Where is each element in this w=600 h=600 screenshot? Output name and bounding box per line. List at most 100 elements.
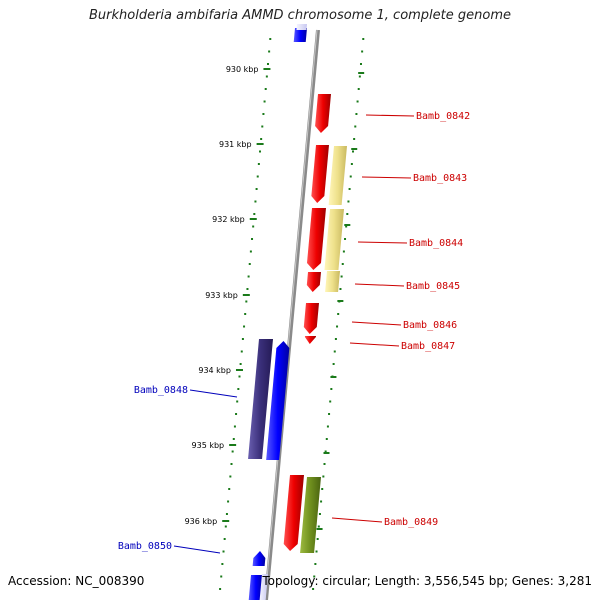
guide-dot bbox=[356, 100, 359, 103]
kbp-tick bbox=[229, 444, 237, 446]
gene-label[interactable]: Bamb_0842 bbox=[416, 111, 470, 122]
gene-feature-bamb-0847[interactable] bbox=[304, 336, 316, 344]
guide-dot bbox=[355, 113, 358, 115]
chromosome-backbone bbox=[264, 29, 320, 600]
guide-dot bbox=[253, 213, 256, 215]
guide-dot bbox=[231, 450, 234, 453]
gene-feature-bamb-0849[interactable] bbox=[283, 475, 304, 551]
gene-label[interactable]: Bamb_0849 bbox=[384, 517, 438, 528]
chromosome-backbone-highlight bbox=[264, 29, 318, 600]
gene-feature-bottom-reverse[interactable] bbox=[248, 575, 263, 600]
gene-feature-bottom-pale[interactable] bbox=[259, 574, 268, 600]
guide-dot bbox=[347, 200, 350, 203]
guide-dot bbox=[224, 525, 227, 528]
guide-dot bbox=[229, 475, 232, 478]
kbp-tick-label: 933 kbp bbox=[205, 291, 238, 300]
guide-dot bbox=[246, 288, 249, 290]
guide-dot bbox=[314, 563, 317, 565]
guide-dot bbox=[333, 350, 336, 353]
gene-feature-bamb-0846[interactable] bbox=[303, 303, 319, 334]
guide-dot bbox=[238, 375, 241, 378]
guide-dot bbox=[265, 75, 268, 78]
gene-label-leader bbox=[173, 545, 221, 554]
guide-dot bbox=[268, 50, 271, 53]
gene-labels[interactable]: Bamb_0842 Bamb_0843 Bamb_0844 Bamb_0845 Bamb… bbox=[118, 111, 470, 554]
gene-label[interactable]: Bamb_0845 bbox=[406, 281, 460, 292]
guide-dot bbox=[235, 413, 238, 415]
guide-dot bbox=[219, 588, 222, 590]
gene-label-leader bbox=[349, 342, 400, 347]
track-guides bbox=[219, 38, 365, 590]
guide-dot bbox=[341, 263, 344, 265]
guide-dot bbox=[345, 225, 348, 228]
gene-label[interactable]: Bamb_0848 bbox=[134, 385, 188, 396]
guide-dot bbox=[245, 300, 248, 303]
guide-dot bbox=[225, 513, 228, 515]
guide-dot bbox=[244, 313, 247, 315]
guide-dot bbox=[344, 238, 347, 240]
gene-feature-top-pale[interactable] bbox=[296, 24, 307, 30]
guide-dot bbox=[318, 513, 321, 515]
guide-dash bbox=[344, 224, 351, 226]
gene-feature-bamb-0848-dark[interactable] bbox=[248, 339, 273, 459]
gene-feature-bamb-0843-pale[interactable] bbox=[328, 146, 347, 205]
gene-label-leader bbox=[357, 241, 408, 244]
guide-dot bbox=[252, 225, 255, 228]
guide-dash bbox=[337, 300, 344, 302]
guide-dot bbox=[354, 125, 357, 128]
kbp-tick-label: 936 kbp bbox=[185, 517, 218, 526]
guide-dot bbox=[358, 75, 361, 78]
guide-dot bbox=[322, 475, 325, 478]
guide-dot bbox=[320, 500, 323, 503]
gene-feature-bamb-0850[interactable] bbox=[252, 551, 266, 566]
guide-dash bbox=[351, 148, 358, 150]
kbp-axis: 930 kbp 931 kbp 932 kbp 933 kbp 934 kbp 935 k… bbox=[185, 65, 271, 526]
guide-dot bbox=[251, 238, 254, 240]
gene-feature-bamb-0842[interactable] bbox=[315, 94, 331, 133]
guide-dot bbox=[264, 88, 267, 90]
gene-label[interactable]: Bamb_0850 bbox=[118, 541, 172, 552]
gene-label[interactable]: Bamb_0844 bbox=[409, 238, 463, 249]
gene-label[interactable]: Bamb_0843 bbox=[413, 173, 467, 184]
gene-label-leader bbox=[331, 517, 383, 523]
guide-dot bbox=[269, 38, 272, 40]
guide-dot bbox=[353, 138, 356, 140]
gene-label-leader bbox=[189, 389, 238, 398]
guide-dot bbox=[346, 213, 349, 215]
gene-feature-bamb-0848[interactable] bbox=[266, 341, 290, 460]
gene-feature-top-reverse[interactable] bbox=[293, 28, 307, 42]
guide-dot bbox=[339, 288, 342, 290]
guide-dot bbox=[243, 325, 246, 328]
guide-dot bbox=[230, 463, 233, 465]
gene-feature-bamb-0849-olive[interactable] bbox=[300, 477, 321, 553]
gene-feature-bamb-0845-pale[interactable] bbox=[325, 271, 340, 292]
guide-dot bbox=[359, 63, 362, 65]
guide-dot bbox=[220, 575, 223, 578]
guide-dot bbox=[317, 525, 320, 528]
guide-dot bbox=[248, 263, 251, 265]
kbp-tick-label: 930 kbp bbox=[226, 65, 259, 74]
guide-dot bbox=[260, 138, 263, 140]
gene-features[interactable] bbox=[248, 24, 347, 600]
guide-dot bbox=[263, 100, 266, 103]
guide-dot bbox=[362, 38, 365, 40]
guide-dot bbox=[256, 175, 259, 178]
gene-label-leader bbox=[365, 114, 415, 117]
gene-feature-bamb-0843[interactable] bbox=[311, 145, 329, 203]
kbp-tick bbox=[249, 218, 257, 220]
kbp-tick bbox=[235, 369, 243, 371]
guide-dot bbox=[348, 188, 351, 190]
gene-feature-bamb-0844-pale[interactable] bbox=[324, 209, 344, 270]
guide-dot bbox=[221, 563, 224, 565]
gene-feature-bamb-0845[interactable] bbox=[306, 272, 321, 292]
guide-dot bbox=[223, 538, 226, 540]
guide-dot bbox=[324, 450, 327, 453]
gene-label[interactable]: Bamb_0847 bbox=[401, 341, 455, 352]
guide-dot bbox=[259, 150, 262, 153]
gene-label[interactable]: Bamb_0846 bbox=[403, 320, 457, 331]
gene-feature-bamb-0844[interactable] bbox=[306, 208, 326, 270]
guide-dash bbox=[330, 376, 337, 378]
guide-dot bbox=[332, 363, 335, 365]
kbp-tick-label: 935 kbp bbox=[192, 441, 225, 450]
